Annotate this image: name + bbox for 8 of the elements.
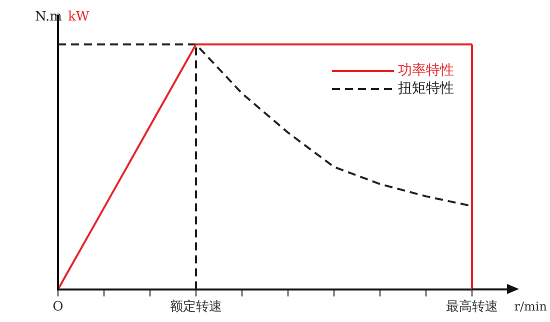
- y-axis-title: N.m: [34, 9, 62, 24]
- legend-label: 扭矩特性: [398, 80, 454, 97]
- legend-label: 功率特性: [398, 62, 454, 79]
- x-tick-label: O: [52, 300, 64, 315]
- x-axis-title: r/min: [514, 300, 548, 314]
- x-tick-label: 额定转速: [170, 300, 222, 315]
- y2-axis-title: kW: [68, 9, 90, 24]
- x-tick-label: 最高转速: [446, 298, 498, 315]
